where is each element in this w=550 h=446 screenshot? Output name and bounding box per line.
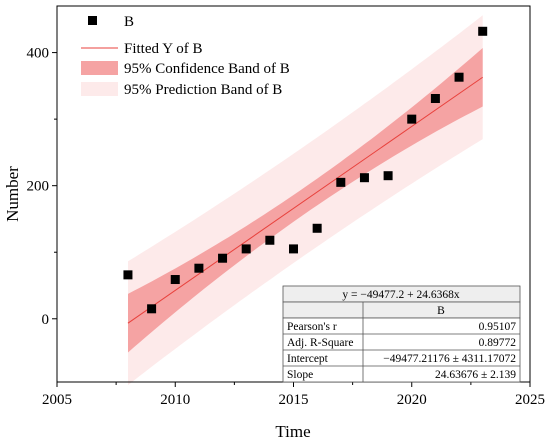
stats-label-slope: Slope <box>287 369 313 381</box>
data-point <box>123 270 133 280</box>
data-point <box>336 177 346 187</box>
stats-value-adj-r-square: 0.89772 <box>479 337 517 349</box>
data-point <box>312 223 322 233</box>
legend-marker-b <box>88 16 97 25</box>
data-point <box>194 263 204 273</box>
data-point <box>218 253 228 263</box>
x-tick-label: 2010 <box>160 392 190 408</box>
stats-header-row <box>282 301 521 319</box>
data-point <box>430 94 440 104</box>
stats-value-pearson: 0.95107 <box>479 321 517 333</box>
data-point <box>478 26 488 36</box>
x-axis-title: Time <box>275 422 310 441</box>
stats-value-intercept: −49477.21176 ± 4311.17072 <box>383 353 516 365</box>
legend-swatch-confidence <box>81 61 118 75</box>
stats-table: y = −49477.2 + 24.6368x B Pearson's r 0.… <box>282 285 521 383</box>
data-point <box>147 304 157 314</box>
y-axis-title: Number <box>3 166 22 222</box>
data-point <box>265 235 275 245</box>
y-axis-ticks: 0 200 400 <box>27 46 57 328</box>
stats-value-slope: 24.63676 ± 2.139 <box>435 369 516 381</box>
y-tick-label: 0 <box>42 312 50 328</box>
legend-label-prediction: 95% Prediction Band of B <box>124 82 282 98</box>
legend-label-b: B <box>124 14 134 30</box>
data-point <box>170 275 180 285</box>
stats-label-intercept: Intercept <box>287 353 329 365</box>
legend: B Fitted Y of B 95% Confidence Band of B… <box>81 14 290 98</box>
stats-column-header: B <box>437 305 445 317</box>
x-tick-label: 2020 <box>397 392 427 408</box>
x-tick-label: 2005 <box>42 392 72 408</box>
fit-line-layer <box>127 76 483 324</box>
legend-label-confidence: 95% Confidence Band of B <box>124 61 290 77</box>
stats-label-pearson: Pearson's r <box>287 321 337 333</box>
y-tick-label: 400 <box>27 46 50 62</box>
y-tick-label: 200 <box>27 179 50 195</box>
legend-label-fit: Fitted Y of B <box>124 41 202 57</box>
data-point <box>359 173 369 183</box>
x-tick-label: 2015 <box>279 392 309 408</box>
x-axis-ticks: 2005 2010 2015 2020 2025 <box>42 382 545 408</box>
data-point <box>289 244 298 254</box>
data-point <box>241 244 251 254</box>
data-point <box>383 171 393 181</box>
x-tick-label: 2025 <box>515 392 545 408</box>
stats-label-adj-r-square: Adj. R-Square <box>287 337 353 349</box>
data-points-layer <box>123 26 488 314</box>
stats-equation: y = −49477.2 + 24.6368x <box>342 289 459 301</box>
fitted-line <box>127 76 483 324</box>
legend-swatch-prediction <box>81 82 118 96</box>
data-point <box>407 114 417 124</box>
data-point <box>454 72 464 82</box>
